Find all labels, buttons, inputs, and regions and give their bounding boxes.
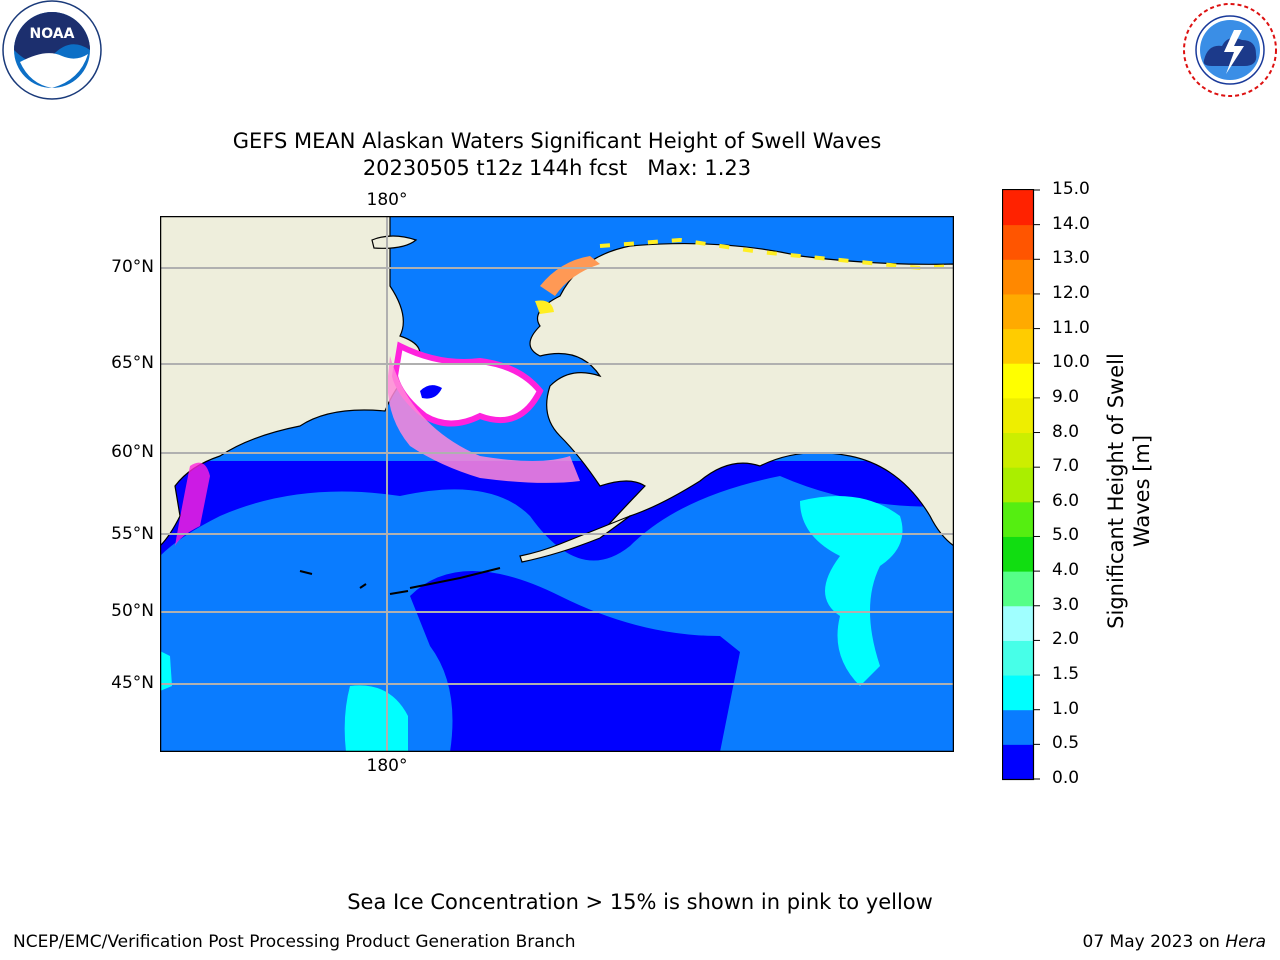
land-alaska-peninsula bbox=[519, 515, 631, 563]
land-wrangel-island bbox=[371, 235, 418, 249]
title-line-1: GEFS MEAN Alaskan Waters Significant Hei… bbox=[232, 129, 882, 153]
colorbar-swatch bbox=[1003, 605, 1033, 641]
lat-label-70n: 70°N bbox=[111, 257, 154, 277]
nws-logo-icon bbox=[1182, 2, 1278, 98]
colorbar-swatch bbox=[1003, 224, 1033, 260]
colorbar-tick-label: 13.0 bbox=[1052, 248, 1090, 269]
colorbar-swatch bbox=[1003, 675, 1033, 711]
swell-field-0-to-0-5-bering bbox=[160, 461, 954, 561]
sea-ice-okhotsk bbox=[175, 462, 210, 546]
colorbar-tick-label: 5.0 bbox=[1052, 525, 1080, 546]
lat-label-55n: 55°N bbox=[111, 524, 154, 544]
colorbar-tick-label: 6.0 bbox=[1052, 490, 1080, 511]
lat-label-45n: 45°N bbox=[111, 673, 154, 693]
land-aleutian-islands bbox=[299, 567, 501, 595]
colorbar-swatch bbox=[1003, 397, 1033, 434]
colorbar-swatch bbox=[1003, 709, 1033, 745]
colorbar-swatch bbox=[1003, 501, 1033, 537]
colorbar-swatch bbox=[1003, 363, 1033, 399]
graticule bbox=[160, 216, 954, 752]
colorbar-title-line-1: Significant Height of Swell bbox=[1104, 353, 1128, 629]
lon-label-top: 180° bbox=[366, 190, 408, 210]
lat-label-60n: 60°N bbox=[111, 442, 154, 462]
colorbar-swatch bbox=[1003, 328, 1033, 364]
lat-label-65n: 65°N bbox=[111, 353, 154, 373]
colorbar-tick-label: 1.0 bbox=[1052, 698, 1080, 719]
colorbar-swatch bbox=[1003, 467, 1033, 503]
sea-ice-beaufort bbox=[599, 237, 954, 271]
colorbar-title-line-2: Waves [m] bbox=[1130, 434, 1154, 548]
sea-ice-footnote: Sea Ice Concentration > 15% is shown in … bbox=[347, 890, 933, 914]
nws-logo bbox=[1178, 0, 1280, 100]
colorbar-swatch bbox=[1003, 190, 1033, 226]
colorbar-tick-label: 10.0 bbox=[1052, 352, 1090, 373]
noaa-logo: NOAA bbox=[0, 0, 104, 100]
colorbar-tick-label: 9.0 bbox=[1052, 386, 1080, 407]
colorbar-swatch bbox=[1003, 536, 1033, 572]
swell-patch-high-2 bbox=[800, 496, 903, 686]
colorbar-tick-label: 12.0 bbox=[1052, 282, 1090, 303]
run-date-text: 07 May 2023 on bbox=[1082, 932, 1226, 952]
svg-text:NOAA: NOAA bbox=[30, 26, 75, 42]
title-line-2: 20230505 t12z 144h fcst Max: 1.23 bbox=[362, 156, 752, 180]
swell-patch-high-1 bbox=[344, 685, 408, 752]
swell-patch-high-3 bbox=[160, 651, 172, 691]
run-date-machine: Hera bbox=[1225, 932, 1266, 952]
colorbar-tick-label: 15.0 bbox=[1052, 179, 1090, 199]
colorbar-swatch bbox=[1003, 571, 1033, 607]
colorbar-swatch bbox=[1003, 293, 1033, 330]
swell-field-0-to-0-5-south bbox=[410, 571, 740, 752]
lon-label-bottom: 180° bbox=[366, 756, 408, 776]
colorbar-tick-label: 0.0 bbox=[1052, 768, 1080, 788]
land-siberia bbox=[160, 216, 421, 547]
lat-label-50n: 50°N bbox=[111, 601, 154, 621]
colorbar-tick-label: 0.5 bbox=[1052, 733, 1080, 754]
colorbar-swatch bbox=[1003, 432, 1033, 468]
sea-ice-kotzebue bbox=[535, 300, 554, 314]
map-frame bbox=[160, 216, 954, 752]
map-title: GEFS MEAN Alaskan Waters Significant Hei… bbox=[0, 128, 1114, 182]
colorbar-tick-label: 8.0 bbox=[1052, 421, 1080, 442]
colorbar-title: Significant Height of Swell Waves [m] bbox=[1103, 291, 1155, 691]
run-date: 07 May 2023 on Hera bbox=[1083, 932, 1267, 952]
sea-ice-edge-pink bbox=[387, 356, 580, 483]
map-panel bbox=[160, 216, 954, 752]
colorbar-swatch bbox=[1003, 259, 1033, 295]
open-water-polynya bbox=[420, 385, 442, 399]
colorbar-tick-label: 14.0 bbox=[1052, 213, 1090, 234]
credit-line: NCEP/EMC/Verification Post Processing Pr… bbox=[13, 932, 576, 952]
colorbar bbox=[1002, 189, 1040, 781]
colorbar-tick-label: 7.0 bbox=[1052, 456, 1080, 477]
colorbar-tick-label: 2.0 bbox=[1052, 629, 1080, 650]
colorbar-tick-label: 4.0 bbox=[1052, 560, 1080, 581]
colorbar-swatch bbox=[1003, 744, 1033, 780]
colorbar-tick-label: 11.0 bbox=[1052, 317, 1090, 338]
noaa-logo-icon: NOAA bbox=[2, 0, 102, 100]
colorbar-swatch bbox=[1003, 640, 1033, 676]
sea-ice-chukchi bbox=[540, 256, 600, 296]
colorbar-tick-label: 1.5 bbox=[1052, 664, 1080, 685]
colorbar-tick-label: 3.0 bbox=[1052, 594, 1080, 615]
sea-ice-bering bbox=[391, 341, 544, 427]
